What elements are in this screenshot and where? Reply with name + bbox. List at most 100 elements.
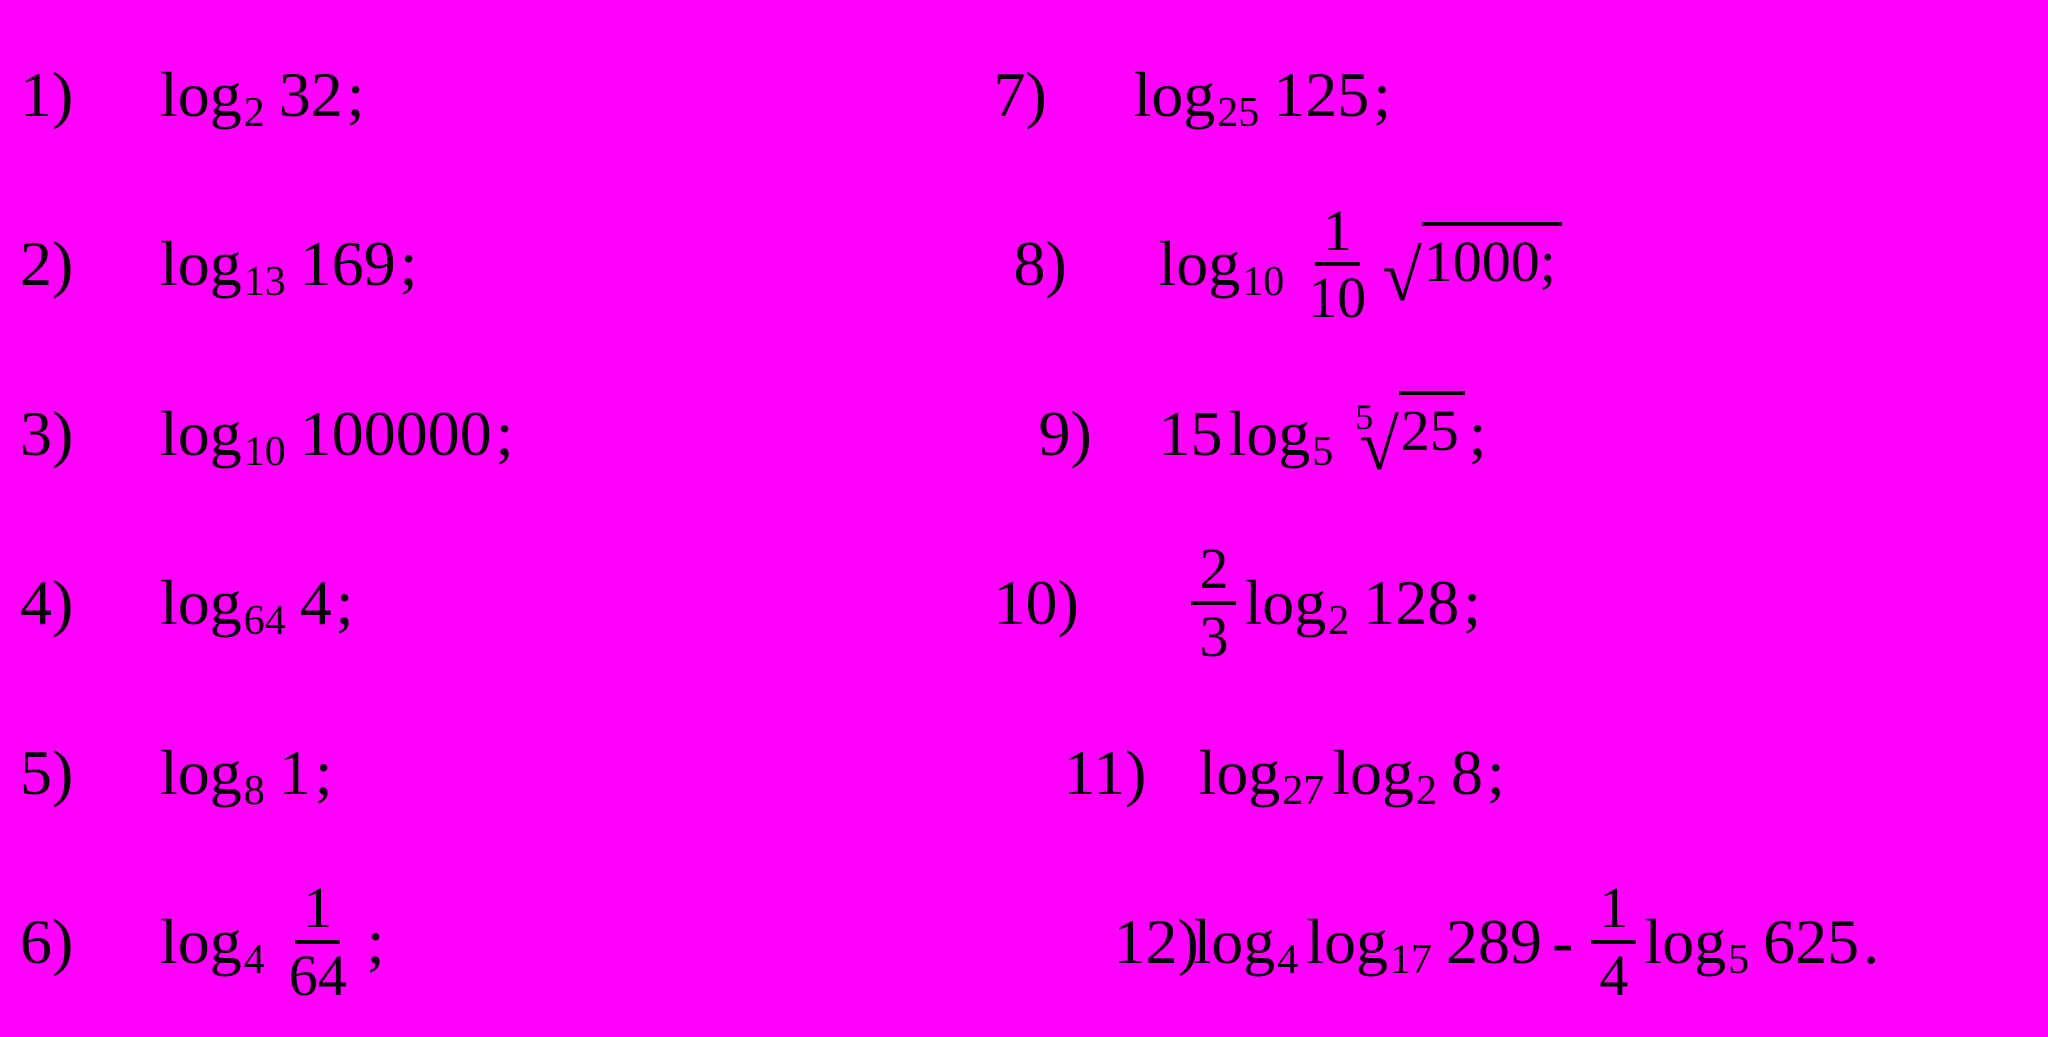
problem-4: 4) log 64 4 ; [10, 528, 983, 678]
item-number: 7) [983, 58, 1103, 132]
log-text: log [1228, 397, 1310, 471]
fraction: 2 3 [1191, 537, 1236, 669]
fraction: 1 4 [1591, 876, 1636, 1008]
log-text: log [1306, 905, 1388, 979]
log-arg: 32 [279, 58, 343, 132]
log-arg: 128 [1363, 566, 1459, 640]
expression: log 10 100000 ; [130, 397, 514, 471]
problem-5: 5) log 8 1 ; [10, 698, 983, 848]
root-index: 5 [1355, 396, 1373, 438]
log-text: log [160, 736, 242, 810]
fraction-denominator: 64 [281, 944, 355, 1008]
semicolon: ; [336, 566, 354, 640]
semicolon: ; [347, 58, 365, 132]
log-text: log [160, 566, 242, 640]
log-arg: 100000 [300, 397, 492, 471]
log-text: log [160, 905, 242, 979]
problem-12: 12) log 4 log 17 289 - 1 4 log 5 625 . [983, 867, 2038, 1017]
problem-3: 3) log 10 100000 ; [10, 359, 983, 509]
log-text: log [1332, 736, 1414, 810]
item-number: 1) [10, 58, 130, 132]
semicolon: ; [496, 397, 514, 471]
item-number: 12) [983, 905, 1113, 979]
log-base: 4 [1277, 936, 1298, 984]
log-text: log [160, 227, 242, 301]
minus-sign: - [1552, 905, 1573, 979]
expression: log 25 125 ; [1103, 58, 1391, 132]
expression: log 2 32 ; [130, 58, 365, 132]
problem-10: 10) 2 3 log 2 128 ; [983, 528, 2038, 678]
nth-root: 5 √ 25 [1341, 397, 1465, 470]
problem-9: 9) 15 log 5 5 √ 25 ; [983, 359, 2038, 509]
log-base: 5 [1728, 936, 1749, 984]
log-text: log [1158, 227, 1240, 301]
expression: log 4 log 17 289 - 1 4 log 5 625 . [1113, 876, 1879, 1008]
log-text: log [1133, 58, 1215, 132]
fraction-denominator: 3 [1191, 605, 1236, 669]
left-column: 1) log 2 32 ; 2) log 13 169 ; 3) log 10 … [10, 20, 983, 1017]
item-number: 4) [10, 566, 130, 640]
log-base: 25 [1217, 89, 1259, 137]
log-base: 2 [244, 89, 265, 137]
sqrt: √ 1000; [1382, 228, 1562, 301]
fraction-numerator: 1 [1591, 876, 1636, 944]
right-column: 7) log 25 125 ; 8) log 10 1 10 √ 1000; 9… [983, 20, 2038, 1017]
item-number: 6) [10, 905, 130, 979]
log-text: log [160, 58, 242, 132]
log-arg: 8 [1451, 736, 1483, 810]
log-text: log [1644, 905, 1726, 979]
fraction-denominator: 4 [1591, 944, 1636, 1008]
log-text: log [1198, 736, 1280, 810]
log-base: 13 [244, 258, 286, 306]
coefficient: 15 [1158, 397, 1222, 471]
expression: log 27 log 2 8 ; [1103, 736, 1504, 810]
item-number: 10) [983, 566, 1103, 640]
log-base: 10 [244, 428, 286, 476]
fraction-numerator: 2 [1191, 537, 1236, 605]
semicolon: ; [1487, 736, 1505, 810]
log-arg: 4 [300, 566, 332, 640]
fraction-denominator: 10 [1300, 266, 1374, 330]
log-base: 5 [1312, 428, 1333, 476]
log-base: 27 [1282, 767, 1324, 815]
semicolon: ; [1463, 566, 1481, 640]
semicolon: ; [315, 736, 333, 810]
fraction: 1 10 [1300, 199, 1374, 331]
log-base: 4 [244, 936, 265, 984]
expression: log 10 1 10 √ 1000; [1103, 199, 1561, 331]
problem-7: 7) log 25 125 ; [983, 20, 2038, 170]
semicolon: ; [367, 905, 385, 979]
sqrt-arg: 25 [1399, 391, 1465, 464]
log-base: 10 [1242, 258, 1284, 306]
log-base: 8 [244, 767, 265, 815]
problem-11: 11) log 27 log 2 8 ; [983, 698, 2038, 848]
log-text: log [1244, 566, 1326, 640]
expression: log 13 169 ; [130, 227, 418, 301]
item-number: 8) [983, 227, 1103, 301]
semicolon: ; [1373, 58, 1391, 132]
log-base: 17 [1390, 936, 1432, 984]
fraction-numerator: 1 [1315, 199, 1360, 267]
log-text: log [1193, 905, 1275, 979]
period: . [1863, 905, 1879, 979]
fraction-numerator: 1 [295, 876, 340, 944]
log-arg: 1 [279, 736, 311, 810]
sqrt-arg: 1000; [1422, 222, 1562, 295]
problem-8: 8) log 10 1 10 √ 1000; [983, 189, 2038, 339]
item-number: 11) [983, 736, 1103, 810]
log-text: log [160, 397, 242, 471]
log-base: 2 [1416, 767, 1437, 815]
problem-2: 2) log 13 169 ; [10, 189, 983, 339]
semicolon: ; [1469, 397, 1487, 471]
log-arg: 125 [1273, 58, 1369, 132]
problem-1: 1) log 2 32 ; [10, 20, 983, 170]
expression: log 8 1 ; [130, 736, 333, 810]
fraction: 1 64 [281, 876, 355, 1008]
expression: 15 log 5 5 √ 25 ; [1103, 397, 1486, 471]
semicolon: ; [400, 227, 418, 301]
log-base: 2 [1328, 597, 1349, 645]
log-arg: 625 [1763, 905, 1859, 979]
expression: 2 3 log 2 128 ; [1103, 537, 1481, 669]
expression: log 64 4 ; [130, 566, 354, 640]
item-number: 5) [10, 736, 130, 810]
